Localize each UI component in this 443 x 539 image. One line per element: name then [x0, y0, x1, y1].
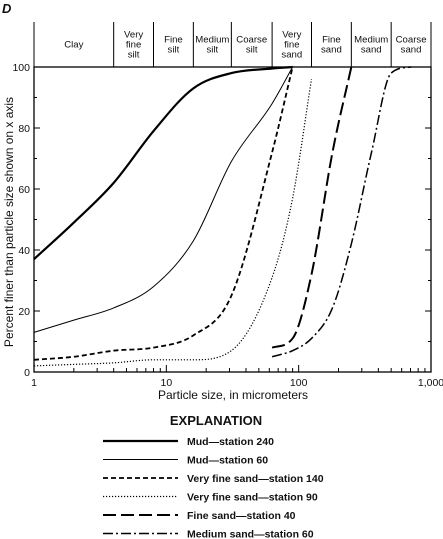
size-class-label: sand — [321, 45, 342, 56]
x-tick-label: 100 — [290, 377, 308, 389]
size-class-label: silt — [246, 45, 258, 56]
series-line-3 — [33, 66, 294, 361]
series-layer — [33, 65, 412, 367]
legend-entry-5: Fine sand—station 40 — [187, 510, 296, 522]
legend-entry-1: Mud—station 240 — [187, 436, 274, 448]
x-axis-label: Particle size, in micrometers — [158, 388, 308, 402]
x-tick-label: 1,000 — [418, 377, 443, 389]
size-class-label: Fine — [164, 35, 183, 46]
y-tick-label: 0 — [24, 367, 30, 379]
size-class-label: sand — [401, 45, 422, 56]
y-tick-label: 80 — [18, 123, 30, 135]
series-line-1 — [33, 65, 293, 260]
size-class-label: sand — [361, 45, 382, 56]
axis-ticks: 0 20 40 60 80 100 1 10 100 1,000 — [12, 62, 443, 389]
size-class-label: Very — [124, 30, 143, 41]
size-class-label: sand — [281, 50, 302, 61]
y-axis-label: Percent finer than particle size shown o… — [2, 97, 16, 347]
size-class-label: Coarse — [236, 35, 267, 46]
series-line-4 — [33, 79, 313, 367]
size-class-band: ClayVeryfinesiltFinesiltMediumsiltCoarse… — [33, 22, 432, 67]
legend-entry-6: Medium sand—station 60 — [187, 529, 314, 539]
size-class-label: silt — [168, 45, 180, 56]
legend-title: EXPLANATION — [170, 413, 262, 428]
series-line-5 — [271, 66, 353, 349]
size-class-label: Clay — [64, 40, 83, 51]
size-class-label: silt — [206, 45, 218, 56]
legend: Mud—station 240 Mud—station 60 Very fine s… — [103, 436, 324, 539]
series-line-2 — [33, 66, 294, 333]
legend-entry-4: Very fine sand—station 90 — [187, 492, 318, 504]
size-class-label: Fine — [322, 35, 341, 46]
legend-entry-3: Very fine sand—station 140 — [187, 473, 324, 485]
size-class-label: fine — [126, 40, 141, 51]
size-class-label: Very — [282, 30, 301, 41]
x-tick-label: 1 — [31, 377, 37, 389]
size-class-label: Coarse — [396, 35, 427, 46]
size-class-label: Medium — [195, 35, 229, 46]
size-class-label: fine — [284, 40, 299, 51]
legend-entry-2: Mud—station 60 — [187, 455, 268, 467]
y-tick-label: 20 — [18, 306, 30, 318]
series-line-6 — [271, 66, 412, 358]
panel-label: D — [2, 1, 12, 16]
plot-area — [33, 66, 432, 373]
plot-border — [33, 66, 432, 373]
y-tick-label: 40 — [18, 245, 30, 257]
y-tick-label: 60 — [18, 184, 30, 196]
size-class-label: silt — [128, 50, 140, 61]
x-tick-label: 10 — [160, 377, 172, 389]
y-tick-label: 100 — [12, 62, 30, 74]
size-class-label: Medium — [354, 35, 388, 46]
